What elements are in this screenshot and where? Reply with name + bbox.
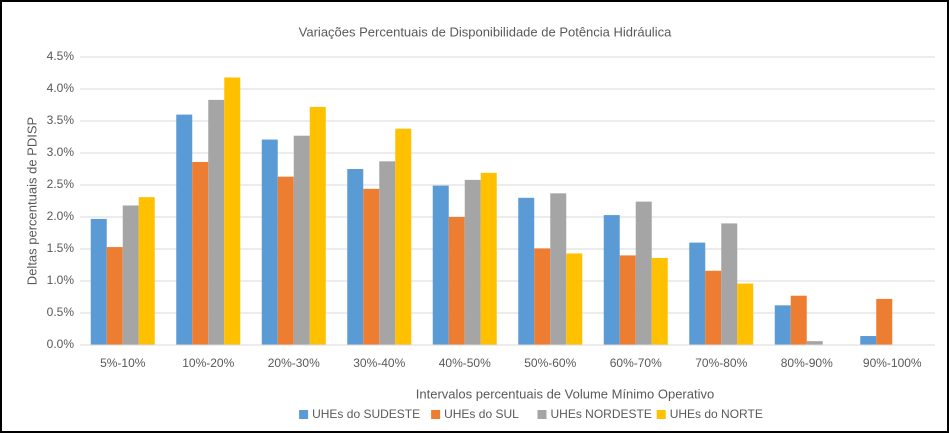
y-tick-label: 4.5%	[47, 49, 75, 63]
legend-label: UHEs NORDESTE	[551, 407, 652, 421]
bar	[261, 139, 278, 345]
x-tick-label: 70%-80%	[695, 356, 747, 370]
bar	[90, 218, 107, 345]
bar	[689, 242, 706, 345]
y-tick-label: 2.0%	[47, 209, 75, 223]
x-tick-label: 80%-90%	[781, 356, 833, 370]
x-tick-label: 40%-50%	[439, 356, 491, 370]
x-axis-title: Intervalos percentuais de Volume Mínimo …	[416, 386, 714, 401]
bar	[464, 179, 481, 345]
legend-label: UHEs do NORTE	[670, 407, 763, 421]
legend-label: UHEs do SUL	[444, 407, 519, 421]
legend-label: UHEs do SUDESTE	[312, 407, 420, 421]
y-tick-label: 3.5%	[47, 113, 75, 127]
bar	[363, 188, 380, 345]
y-axis-title: Deltas percentuais de PDISP	[24, 117, 39, 285]
bar	[224, 77, 241, 345]
bar	[432, 185, 449, 345]
bar	[122, 205, 139, 345]
x-tick-label: 5%-10%	[100, 356, 146, 370]
x-tick-label: 10%-20%	[182, 356, 234, 370]
x-tick-label: 90%-100%	[863, 356, 922, 370]
bar	[347, 169, 364, 345]
bar	[518, 197, 535, 345]
bar	[566, 253, 583, 345]
bar	[774, 305, 791, 345]
y-tick-label: 1.0%	[47, 273, 75, 287]
y-tick-label: 0.5%	[47, 305, 75, 319]
bar	[293, 135, 310, 345]
bar	[138, 197, 155, 345]
bar	[106, 247, 123, 345]
bar	[379, 161, 396, 345]
bar	[277, 176, 294, 345]
bar	[480, 172, 497, 345]
bar	[192, 161, 209, 345]
legend-swatch	[656, 410, 666, 419]
x-tick-label: 30%-40%	[353, 356, 405, 370]
y-tick-label: 1.5%	[47, 241, 75, 255]
bar	[550, 193, 567, 345]
bar	[619, 255, 636, 345]
bar	[806, 341, 823, 345]
bar	[309, 106, 326, 345]
bar	[208, 99, 225, 345]
bar	[603, 215, 620, 345]
bar	[860, 336, 877, 345]
y-tick-label: 3.0%	[47, 145, 75, 159]
bar	[534, 248, 551, 345]
y-tick-label: 4.0%	[47, 81, 75, 95]
bar	[651, 257, 668, 345]
y-tick-label: 2.5%	[47, 177, 75, 191]
bar	[737, 283, 754, 345]
legend-swatch	[431, 410, 441, 419]
bar	[876, 298, 893, 345]
chart-title: Variações Percentuais de Disponibilidade…	[299, 24, 672, 39]
bar	[790, 295, 807, 345]
legend-swatch	[299, 410, 309, 419]
bar	[635, 201, 652, 345]
bar	[176, 114, 193, 345]
bar	[395, 128, 412, 345]
legend-swatch	[537, 410, 547, 419]
x-tick-label: 50%-60%	[524, 356, 576, 370]
bar	[705, 270, 722, 345]
bar	[721, 223, 738, 345]
y-tick-label: 0.0%	[47, 337, 75, 351]
x-tick-label: 60%-70%	[610, 356, 662, 370]
x-tick-label: 20%-30%	[268, 356, 320, 370]
bar	[448, 217, 465, 345]
